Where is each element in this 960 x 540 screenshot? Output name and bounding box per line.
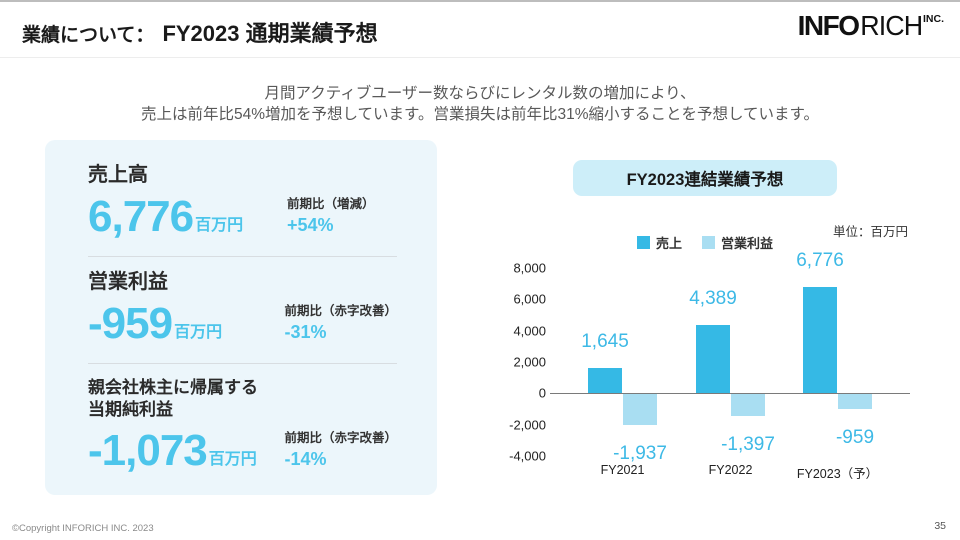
bar-value-label: -1,937 bbox=[613, 442, 667, 464]
y-axis-tick-6000: 6,000 bbox=[513, 291, 546, 307]
x-axis-category-1: FY2022 bbox=[708, 463, 753, 477]
legend-item-operating-profit: 営業利益 bbox=[702, 233, 773, 252]
inforich-logo: INFORICHINC. bbox=[798, 10, 944, 42]
bar-series2-2 bbox=[838, 394, 872, 410]
bar-series2-1 bbox=[731, 394, 765, 417]
kpi-value: -1,073 bbox=[88, 426, 208, 475]
kpi-yoy-label: 前期比（赤字改善） bbox=[284, 431, 397, 445]
footer-copyright: ©Copyright INFORICH INC. 2023 bbox=[12, 523, 154, 534]
bar-value-label: -1,397 bbox=[721, 434, 775, 456]
kpi-yoy-value: +54% bbox=[287, 215, 334, 235]
kpi-yoy-block: 前期比（赤字改善） -14% bbox=[284, 427, 397, 473]
kpi-label: 売上高 bbox=[88, 164, 148, 186]
kpi-yoy-label: 前期比（増減） bbox=[287, 197, 375, 211]
chart-title-banner: FY2023連結業績予想 bbox=[573, 160, 837, 196]
summary-line-2: 売上は前年比54%増加を予想しています。営業損失は前年比31%縮小することを予想… bbox=[140, 106, 820, 123]
kpi-yoy-block: 前期比（赤字改善） -31% bbox=[284, 300, 397, 346]
kpi-unit: 百万円 bbox=[195, 217, 244, 234]
legend-label: 売上 bbox=[655, 236, 682, 251]
chart-legend: 売上 営業利益 bbox=[505, 233, 905, 252]
legend-item-revenue: 売上 bbox=[636, 233, 682, 252]
page-number: 35 bbox=[934, 520, 946, 532]
logo-text-info: INFO bbox=[797, 10, 860, 41]
header-divider bbox=[0, 57, 960, 58]
kpi-unit: 百万円 bbox=[174, 324, 223, 341]
bar-series2-0 bbox=[623, 394, 657, 425]
summary-line-1: 月間アクティブユーザー数ならびにレンタル数の増加により、 bbox=[264, 85, 696, 102]
kpi-yoy-value: -14% bbox=[284, 449, 327, 469]
bar-series1-2 bbox=[803, 287, 837, 394]
page-title: 業績について： FY2023 通期業績予想 bbox=[22, 16, 378, 48]
legend-chip-operating-profit bbox=[702, 236, 715, 249]
chart-unit-label: 単位：百万円 bbox=[833, 225, 909, 239]
kpi-value: -959 bbox=[88, 299, 173, 348]
y-axis-tick-0: 0 bbox=[538, 385, 546, 401]
x-axis-line bbox=[550, 393, 910, 395]
bar-chart: 8,000 6,000 4,000 2,000 0 -2,000 -4,000 1,645 -1… bbox=[505, 251, 910, 481]
y-axis-tick-2000: 2,000 bbox=[513, 354, 546, 370]
logo-text-rich: RICH bbox=[859, 10, 923, 41]
bar-value-label: 1,645 bbox=[581, 330, 629, 352]
kpi-section-revenue: 売上高 6,776 百万円 前期比（増減） +54% bbox=[88, 163, 397, 239]
x-axis-category-0: FY2021 bbox=[600, 463, 645, 477]
bar-value-label: -959 bbox=[835, 427, 875, 449]
kpi-label: 営業利益 bbox=[88, 271, 168, 293]
kpi-divider bbox=[88, 256, 397, 257]
page-title-section: 業績について： bbox=[22, 25, 155, 46]
y-axis-tick--2000: -2,000 bbox=[509, 417, 546, 433]
page-title-main: FY2023 通期業績予想 bbox=[162, 21, 378, 46]
kpi-divider bbox=[88, 363, 397, 364]
y-axis-tick-4000: 4,000 bbox=[513, 323, 546, 339]
bar-value-label: 6,776 bbox=[796, 250, 844, 272]
kpi-section-net-income: 親会社株主に帰属する当期純利益 -1,073 百万円 前期比（赤字改善） -14… bbox=[88, 377, 397, 473]
legend-label: 営業利益 bbox=[721, 236, 774, 251]
kpi-section-operating-profit: 営業利益 -959 百万円 前期比（赤字改善） -31% bbox=[88, 270, 397, 346]
kpi-yoy-block: 前期比（増減） +54% bbox=[287, 193, 397, 239]
kpi-label: 親会社株主に帰属する当期純利益 bbox=[88, 378, 258, 419]
top-border bbox=[0, 0, 960, 2]
legend-chip-revenue bbox=[636, 236, 650, 249]
slide-summary: 月間アクティブユーザー数ならびにレンタル数の増加により、 売上は前年比54%増加… bbox=[0, 83, 960, 125]
kpi-yoy-value: -31% bbox=[284, 322, 327, 342]
kpi-panel: 売上高 6,776 百万円 前期比（増減） +54% 営業利益 -959 百万円… bbox=[45, 140, 437, 495]
x-axis-category-2: FY2023（予） bbox=[796, 467, 879, 481]
bar-series1-0 bbox=[588, 367, 622, 394]
kpi-yoy-label: 前期比（赤字改善） bbox=[284, 304, 397, 318]
logo-text-inc: INC. bbox=[923, 13, 944, 25]
kpi-unit: 百万円 bbox=[208, 451, 257, 468]
y-axis-tick--4000: -4,000 bbox=[509, 448, 546, 464]
y-axis-tick-8000: 8,000 bbox=[513, 260, 546, 276]
bar-series1-1 bbox=[696, 324, 730, 394]
bar-value-label: 4,389 bbox=[689, 287, 737, 309]
kpi-value: 6,776 bbox=[88, 192, 194, 241]
